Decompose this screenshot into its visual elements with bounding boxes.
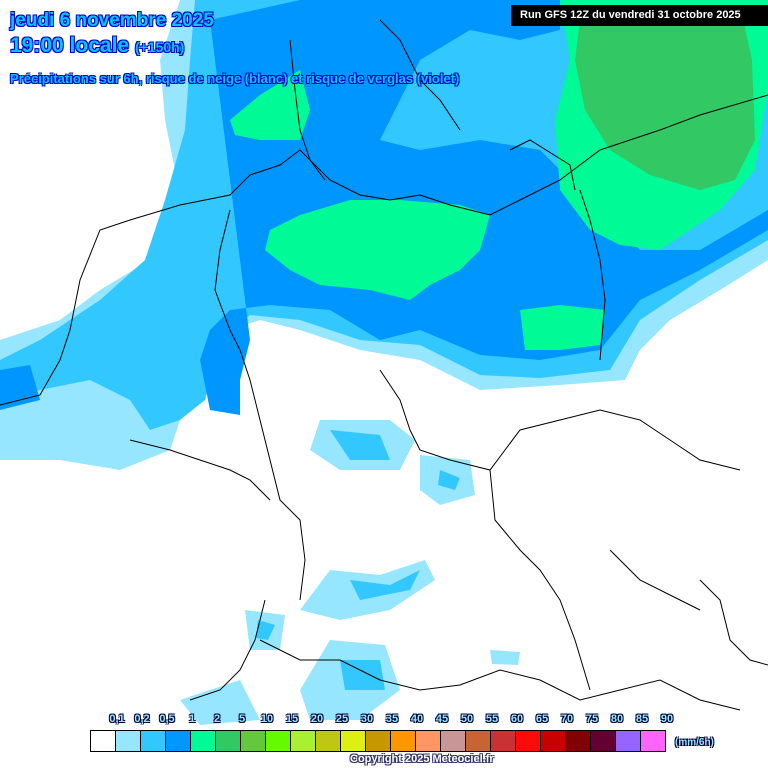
legend-tick: 0,2	[134, 713, 150, 725]
precipitation-legend	[90, 730, 666, 752]
legend-swatch	[416, 731, 441, 751]
legend-tick: 75	[585, 713, 599, 725]
legend-tick: 10	[260, 713, 274, 725]
legend-tick: 40	[410, 713, 424, 725]
map-description: Précipitations sur 6h, risque de neige (…	[10, 71, 460, 86]
legend-tick: 80	[610, 713, 624, 725]
legend-swatch	[566, 731, 591, 751]
legend-tick: 0,5	[159, 713, 175, 725]
legend-swatch	[316, 731, 341, 751]
legend-tick: 60	[510, 713, 524, 725]
legend-tick: 30	[360, 713, 374, 725]
legend-tick: 5	[238, 713, 246, 725]
legend-swatch	[91, 731, 116, 751]
legend-tick: 70	[560, 713, 574, 725]
legend-tick-labels: 0,1 0,2 0,5 1 2 5 10 15 20 25 30 35 40 45 50 55 60 65 70 75…	[90, 713, 690, 727]
legend-swatch	[341, 731, 366, 751]
legend-tick: 0,1	[109, 713, 125, 725]
legend-swatch	[116, 731, 141, 751]
legend-tick: 1	[188, 713, 196, 725]
legend-swatch	[266, 731, 291, 751]
copyright-notice: Copyright 2025 Meteociel.fr	[350, 753, 494, 765]
legend-swatch	[166, 731, 191, 751]
legend-swatch	[491, 731, 516, 751]
legend-tick: 20	[310, 713, 324, 725]
legend-swatch	[641, 731, 665, 751]
legend-tick: 50	[460, 713, 474, 725]
legend-swatch	[466, 731, 491, 751]
legend-tick: 55	[485, 713, 499, 725]
legend-swatch	[291, 731, 316, 751]
legend-tick: 2	[213, 713, 221, 725]
local-time: 19:00 locale	[10, 34, 130, 57]
legend-tick: 35	[385, 713, 399, 725]
legend-swatch	[591, 731, 616, 751]
legend-swatch	[441, 731, 466, 751]
legend-tick: 15	[285, 713, 299, 725]
legend-tick: 45	[435, 713, 449, 725]
legend-tick: 85	[635, 713, 649, 725]
legend-swatch	[541, 731, 566, 751]
legend-swatch	[616, 731, 641, 751]
legend-swatch	[191, 731, 216, 751]
forecast-date: jeudi 6 novembre 2025	[10, 10, 214, 31]
legend-swatch	[216, 731, 241, 751]
lead-time: (+150h)	[134, 39, 185, 55]
legend-tick: 65	[535, 713, 549, 725]
legend-swatch	[241, 731, 266, 751]
legend-tick: 25	[335, 713, 349, 725]
legend-swatch	[366, 731, 391, 751]
legend-swatch	[141, 731, 166, 751]
borders-layer	[0, 19, 768, 711]
legend-tick: 90	[660, 713, 674, 725]
legend-unit: (mm/6h)	[675, 737, 714, 748]
legend-swatch	[391, 731, 416, 751]
forecast-time: 19:00 locale (+150h)	[10, 34, 184, 58]
legend-swatch	[516, 731, 541, 751]
precip-moderate-layer	[0, 0, 768, 415]
model-run-banner: Run GFS 12Z du vendredi 31 octobre 2025	[511, 5, 768, 26]
